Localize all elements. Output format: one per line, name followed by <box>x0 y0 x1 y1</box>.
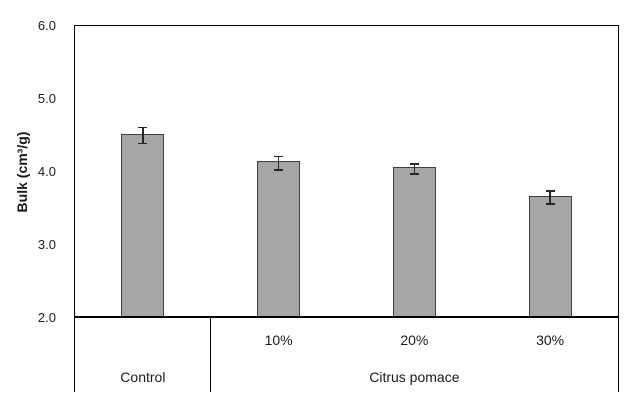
error-bar-control <box>142 126 144 145</box>
category-label-20pct: 20% <box>400 332 429 348</box>
error-bar-cap-bottom-30pct <box>545 203 555 205</box>
group-label-control: Control <box>120 369 166 385</box>
error-bar-cap-top-control <box>138 126 148 129</box>
error-bar-cap-top-10pct <box>274 155 284 158</box>
category-label-30pct: 30% <box>536 332 565 348</box>
group-divider <box>210 318 212 392</box>
bar-20pct <box>392 167 436 316</box>
category-axis-area: 10% 20% 30% Control Citrus pomace <box>74 318 619 392</box>
error-bar-cap-top-20pct <box>409 163 419 165</box>
error-bar-cap-bottom-20pct <box>409 173 419 175</box>
y-tick-label-6.0: 6.0 <box>37 18 56 33</box>
error-bar-cap-bottom-10pct <box>274 169 284 171</box>
y-tick-label-2.0: 2.0 <box>37 310 56 325</box>
y-tick-label-5.0: 5.0 <box>37 91 56 106</box>
plot-area <box>74 25 619 318</box>
category-label-10pct: 10% <box>264 332 293 348</box>
error-bar-10pct <box>277 155 280 171</box>
error-bar-cap-top-30pct <box>545 190 555 192</box>
bar-10pct <box>257 161 301 316</box>
error-bar-20pct <box>413 163 416 175</box>
bar-30pct <box>528 195 572 316</box>
bar-control <box>121 133 165 316</box>
group-label-citrus-pomace: Citrus pomace <box>369 369 460 385</box>
bars-container <box>75 26 618 316</box>
y-tick-label-3.0: 3.0 <box>37 237 56 252</box>
error-bar-cap-bottom-control <box>138 142 148 145</box>
error-bar-30pct <box>549 190 551 205</box>
y-tick-label-4.0: 4.0 <box>37 164 56 179</box>
